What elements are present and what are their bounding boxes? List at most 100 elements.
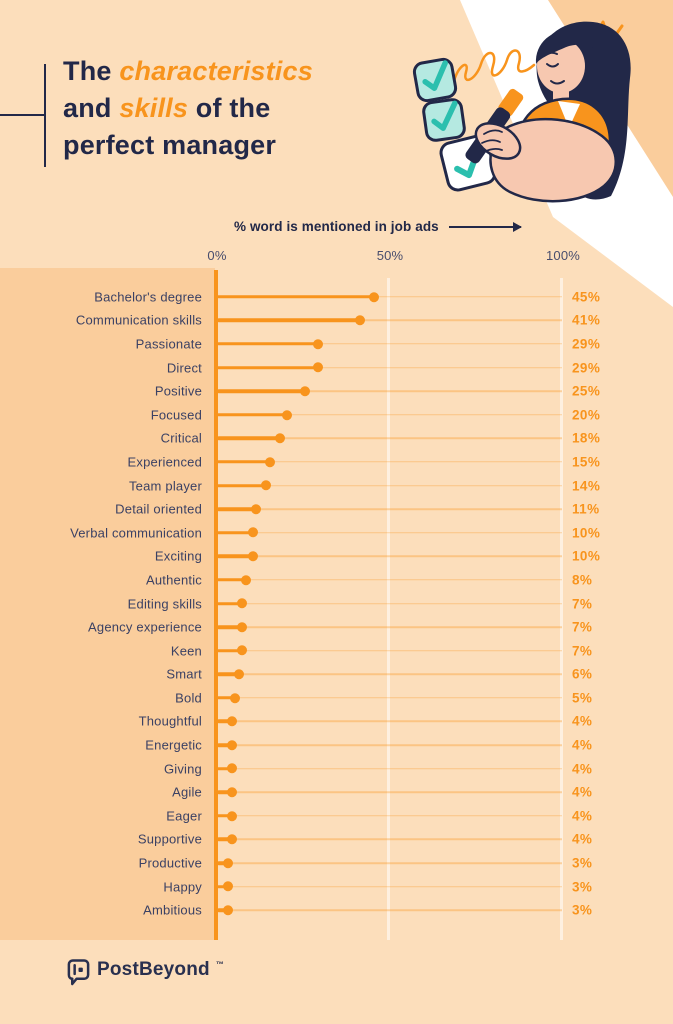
title-text: and — [63, 93, 120, 123]
row-value: 4% — [572, 713, 593, 729]
table-row: Detail oriented 11% — [0, 497, 673, 521]
row-track-line — [217, 649, 562, 652]
table-row: Verbal communication 10% — [0, 521, 673, 545]
row-bar — [217, 790, 231, 795]
row-value: 14% — [572, 478, 601, 494]
row-track-line — [217, 531, 562, 534]
row-label: Authentic — [145, 572, 202, 588]
row-bar — [217, 861, 228, 865]
table-row: Exciting 10% — [0, 545, 673, 569]
table-row: Supportive 4% — [0, 828, 673, 852]
row-track-line — [217, 343, 562, 345]
title-text: The — [63, 56, 120, 86]
squiggle-doodle-icon — [451, 49, 536, 88]
row-track-line — [217, 767, 562, 770]
row-track-line — [217, 673, 562, 676]
row-bar — [217, 648, 242, 653]
table-row: Direct 29% — [0, 356, 673, 380]
row-label: Positive — [154, 383, 202, 399]
row-bar — [217, 507, 256, 511]
tick-0: 0% — [207, 248, 227, 263]
row-value: 5% — [572, 690, 593, 706]
y-axis-line — [214, 270, 218, 940]
row-value: 41% — [572, 312, 601, 328]
title-decor-vertical-line — [44, 64, 46, 167]
smile — [550, 80, 565, 85]
table-row: Ambitious 3% — [0, 898, 673, 922]
row-value: 8% — [572, 572, 593, 588]
tick-100: 100% — [545, 248, 581, 263]
row-track-line — [217, 437, 562, 440]
row-bar — [217, 743, 231, 747]
row-track-line — [217, 555, 562, 558]
checked-checkbox-icon — [422, 98, 466, 142]
row-label: Team player — [128, 478, 202, 494]
row-label: Giving — [163, 761, 202, 777]
row-bar — [217, 578, 245, 582]
chart-rows: Bachelor's degree 45% Communication skills… — [0, 285, 673, 922]
table-row: Authentic 8% — [0, 568, 673, 592]
row-label: Energetic — [145, 737, 202, 753]
trademark-symbol: ™ — [215, 960, 224, 969]
row-value: 45% — [572, 289, 601, 305]
row-track-line — [217, 626, 562, 628]
gridline-50 — [387, 278, 390, 940]
table-row: Productive 3% — [0, 851, 673, 875]
row-bar — [217, 460, 269, 464]
table-row: Editing skills 7% — [0, 592, 673, 616]
row-value: 29% — [572, 360, 601, 376]
table-row: Giving 4% — [0, 757, 673, 781]
table-row: Energetic 4% — [0, 733, 673, 757]
table-row: Smart 6% — [0, 663, 673, 687]
title-accent-skills: skills — [119, 93, 189, 123]
table-row: Bachelor's degree 45% — [0, 285, 673, 309]
row-bar — [217, 625, 242, 629]
row-value: 18% — [572, 430, 601, 446]
row-track-line — [217, 838, 562, 841]
title-text: perfect manager — [63, 130, 277, 160]
table-row: Agency experience 7% — [0, 615, 673, 639]
row-value: 20% — [572, 407, 601, 423]
row-value: 3% — [572, 902, 593, 918]
postbeyond-speech-bubble-icon — [67, 959, 90, 986]
page-title: The characteristics and skills of the pe… — [63, 53, 313, 164]
axis-title-label: % word is mentioned in job ads — [234, 219, 439, 234]
table-row: Passionate 29% — [0, 332, 673, 356]
table-row: Eager 4% — [0, 804, 673, 828]
row-value: 7% — [572, 643, 593, 659]
row-value: 7% — [572, 619, 593, 635]
row-track-line — [217, 461, 562, 463]
checkmark-icon — [422, 60, 448, 91]
row-track-line — [217, 815, 562, 817]
category-label-panel — [0, 268, 215, 940]
row-label: Bold — [175, 690, 202, 706]
title-decor-horizontal-line — [0, 114, 45, 116]
row-label: Passionate — [135, 336, 202, 352]
table-row: Experienced 15% — [0, 450, 673, 474]
checked-checkbox-icon — [412, 57, 458, 103]
row-track-line — [217, 720, 562, 723]
row-label: Editing skills — [127, 596, 202, 612]
row-value: 4% — [572, 784, 593, 800]
row-bar — [217, 342, 318, 346]
row-track-line — [217, 366, 562, 369]
row-value: 25% — [572, 383, 601, 399]
row-label: Experienced — [127, 454, 202, 470]
table-row: Communication skills 41% — [0, 309, 673, 333]
row-label: Detail oriented — [115, 501, 202, 517]
finger-lines — [481, 129, 503, 153]
row-label: Happy — [163, 879, 202, 895]
row-label: Direct — [166, 360, 202, 376]
tick-50: 50% — [376, 248, 404, 263]
row-bar — [217, 318, 359, 323]
row-label: Thoughtful — [138, 713, 202, 729]
row-track-line — [217, 414, 562, 416]
table-row: Happy 3% — [0, 875, 673, 899]
row-label: Keen — [170, 643, 202, 659]
woman-checklist-illustration — [412, 20, 631, 203]
row-label: Supportive — [137, 831, 202, 847]
axis-title: % word is mentioned in job ads — [234, 219, 522, 234]
row-track-line — [217, 390, 562, 392]
row-value: 7% — [572, 596, 593, 612]
row-bar — [217, 908, 228, 912]
